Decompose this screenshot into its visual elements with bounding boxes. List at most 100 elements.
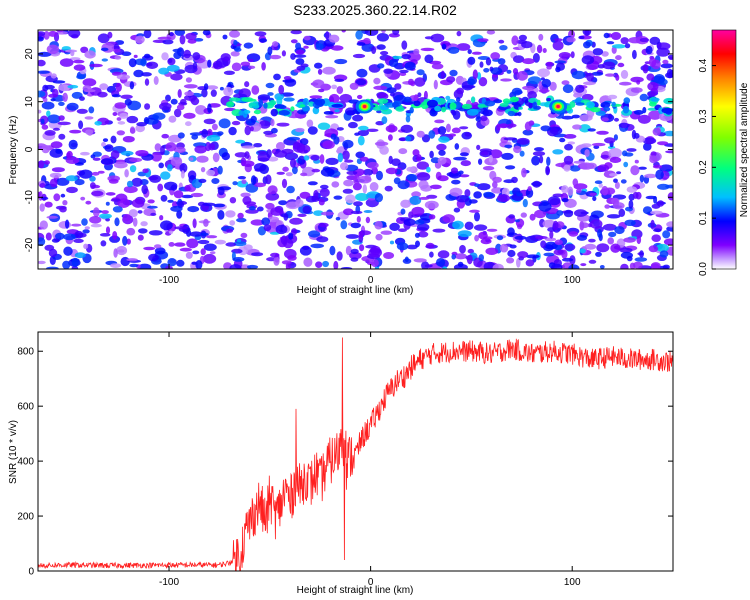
heatmap-blob: [552, 149, 564, 155]
heatmap-blob: [154, 247, 166, 255]
heatmap-blob: [408, 78, 414, 86]
snr-panel: -100 0 100 0 200 400 600 800 Height of straight…: [8, 331, 674, 596]
heatmap-blob: [318, 199, 325, 206]
heatmap-blob: [147, 205, 158, 209]
heatmap-blob: [206, 134, 221, 142]
heatmap-blob: [41, 144, 50, 154]
heatmap-blob: [148, 230, 163, 236]
signal-blob: [391, 101, 400, 108]
heatmap-blob: [90, 154, 96, 159]
heatmap-blob: [582, 30, 592, 36]
heatmap-blob: [614, 117, 619, 122]
heatmap-blob: [100, 158, 114, 165]
heatmap-blob: [180, 170, 185, 179]
heatmap-blob: [241, 145, 256, 149]
heatmap-blob: [116, 245, 128, 256]
heatmap-blob: [456, 195, 470, 203]
heatmap-blob: [499, 243, 509, 253]
heatmap-blob: [381, 116, 388, 124]
heatmap-blob: [285, 172, 293, 177]
heatmap-blob: [339, 93, 353, 103]
heatmap-blob: [90, 182, 96, 190]
heatmap-blob: [195, 260, 203, 269]
heatmap-blob: [376, 170, 383, 181]
heatmap-blob: [373, 77, 381, 85]
heatmap-blob: [649, 155, 658, 164]
heatmap-blob: [176, 259, 185, 267]
snr-y-tick-label: 600: [17, 402, 34, 413]
heatmap-blob: [490, 52, 501, 60]
heatmap-blob: [135, 150, 149, 157]
heatmap-blob: [50, 73, 57, 79]
heatmap-blob: [128, 209, 138, 218]
heatmap-blob: [659, 250, 669, 258]
heatmap-blob: [538, 80, 543, 90]
heatmap-blob: [288, 232, 294, 240]
heatmap-blob: [282, 79, 295, 83]
heatmap-blob: [365, 216, 371, 224]
colorbar: 0.0 0.1 0.2 0.3 0.4 Normalized spectral ampl…: [698, 29, 750, 276]
colorbar-strip: [712, 30, 736, 269]
heatmap-blob: [352, 114, 364, 122]
heatmap-blob: [143, 30, 152, 39]
heatmap-blob: [281, 50, 286, 57]
heatmap-blob: [356, 68, 368, 78]
heatmap-blob: [377, 92, 389, 100]
heatmap-blob: [225, 242, 237, 247]
heatmap-blob: [101, 58, 109, 62]
heatmap-blob: [233, 241, 247, 247]
heatmap-blob: [381, 30, 386, 34]
heatmap-blob: [278, 200, 288, 206]
heatmap-blob: [549, 230, 554, 239]
heatmap-blob: [459, 126, 469, 130]
heatmap-blob: [143, 117, 150, 125]
heatmap-blob: [142, 168, 149, 174]
heatmap-blob: [114, 217, 120, 227]
heatmap-blob: [478, 77, 488, 87]
heatmap-blob: [437, 156, 447, 165]
heatmap-blob: [532, 151, 546, 157]
heatmap-blob: [432, 228, 446, 233]
heatmap-blob: [63, 246, 73, 256]
heatmap-blob: [272, 41, 279, 47]
colorbar-tick-label: 0.2: [698, 160, 709, 174]
signal-blob: [290, 106, 295, 112]
heatmap-blob: [538, 88, 550, 93]
heatmap-blob: [261, 62, 266, 71]
heatmap-blob: [578, 35, 585, 40]
heatmap-blob: [176, 104, 185, 111]
heatmap-blob: [236, 217, 247, 223]
heatmap-blob: [632, 191, 639, 199]
heatmap-blob: [374, 193, 383, 203]
heatmap-blob: [650, 151, 657, 157]
heatmap-blob: [604, 137, 616, 144]
heatmap-blob: [488, 154, 493, 163]
heatmap-blob: [154, 244, 162, 249]
heatmap-blob: [270, 252, 280, 258]
colorbar-tick-label: 0.4: [698, 58, 709, 72]
heatmap-blob: [179, 163, 188, 173]
heatmap-blob: [38, 36, 44, 42]
heatmap-blob: [479, 148, 493, 153]
heatmap-blob: [564, 243, 576, 251]
heatmap-blob: [477, 38, 489, 42]
heatmap-blob: [253, 182, 266, 188]
heatmap-blob: [397, 180, 410, 190]
signal-blob: [528, 102, 533, 109]
heatmap-blob: [610, 32, 622, 40]
heatmap-blob: [414, 232, 420, 238]
heatmap-blob: [636, 235, 642, 245]
heatmap-blob: [447, 46, 460, 54]
signal-blob: [409, 106, 414, 114]
heatmap-blob: [464, 221, 474, 230]
heatmap-blob: [202, 30, 211, 36]
heatmap-blob: [165, 142, 177, 152]
heatmap-blob: [343, 208, 354, 216]
heatmap-blob: [322, 260, 329, 268]
signal-blob: [334, 109, 340, 113]
heatmap-blob: [546, 156, 551, 166]
heatmap-blob: [124, 169, 129, 178]
heatmap-blob: [559, 137, 566, 143]
heatmap-blob: [114, 55, 122, 60]
heatmap-blob: [51, 167, 65, 173]
